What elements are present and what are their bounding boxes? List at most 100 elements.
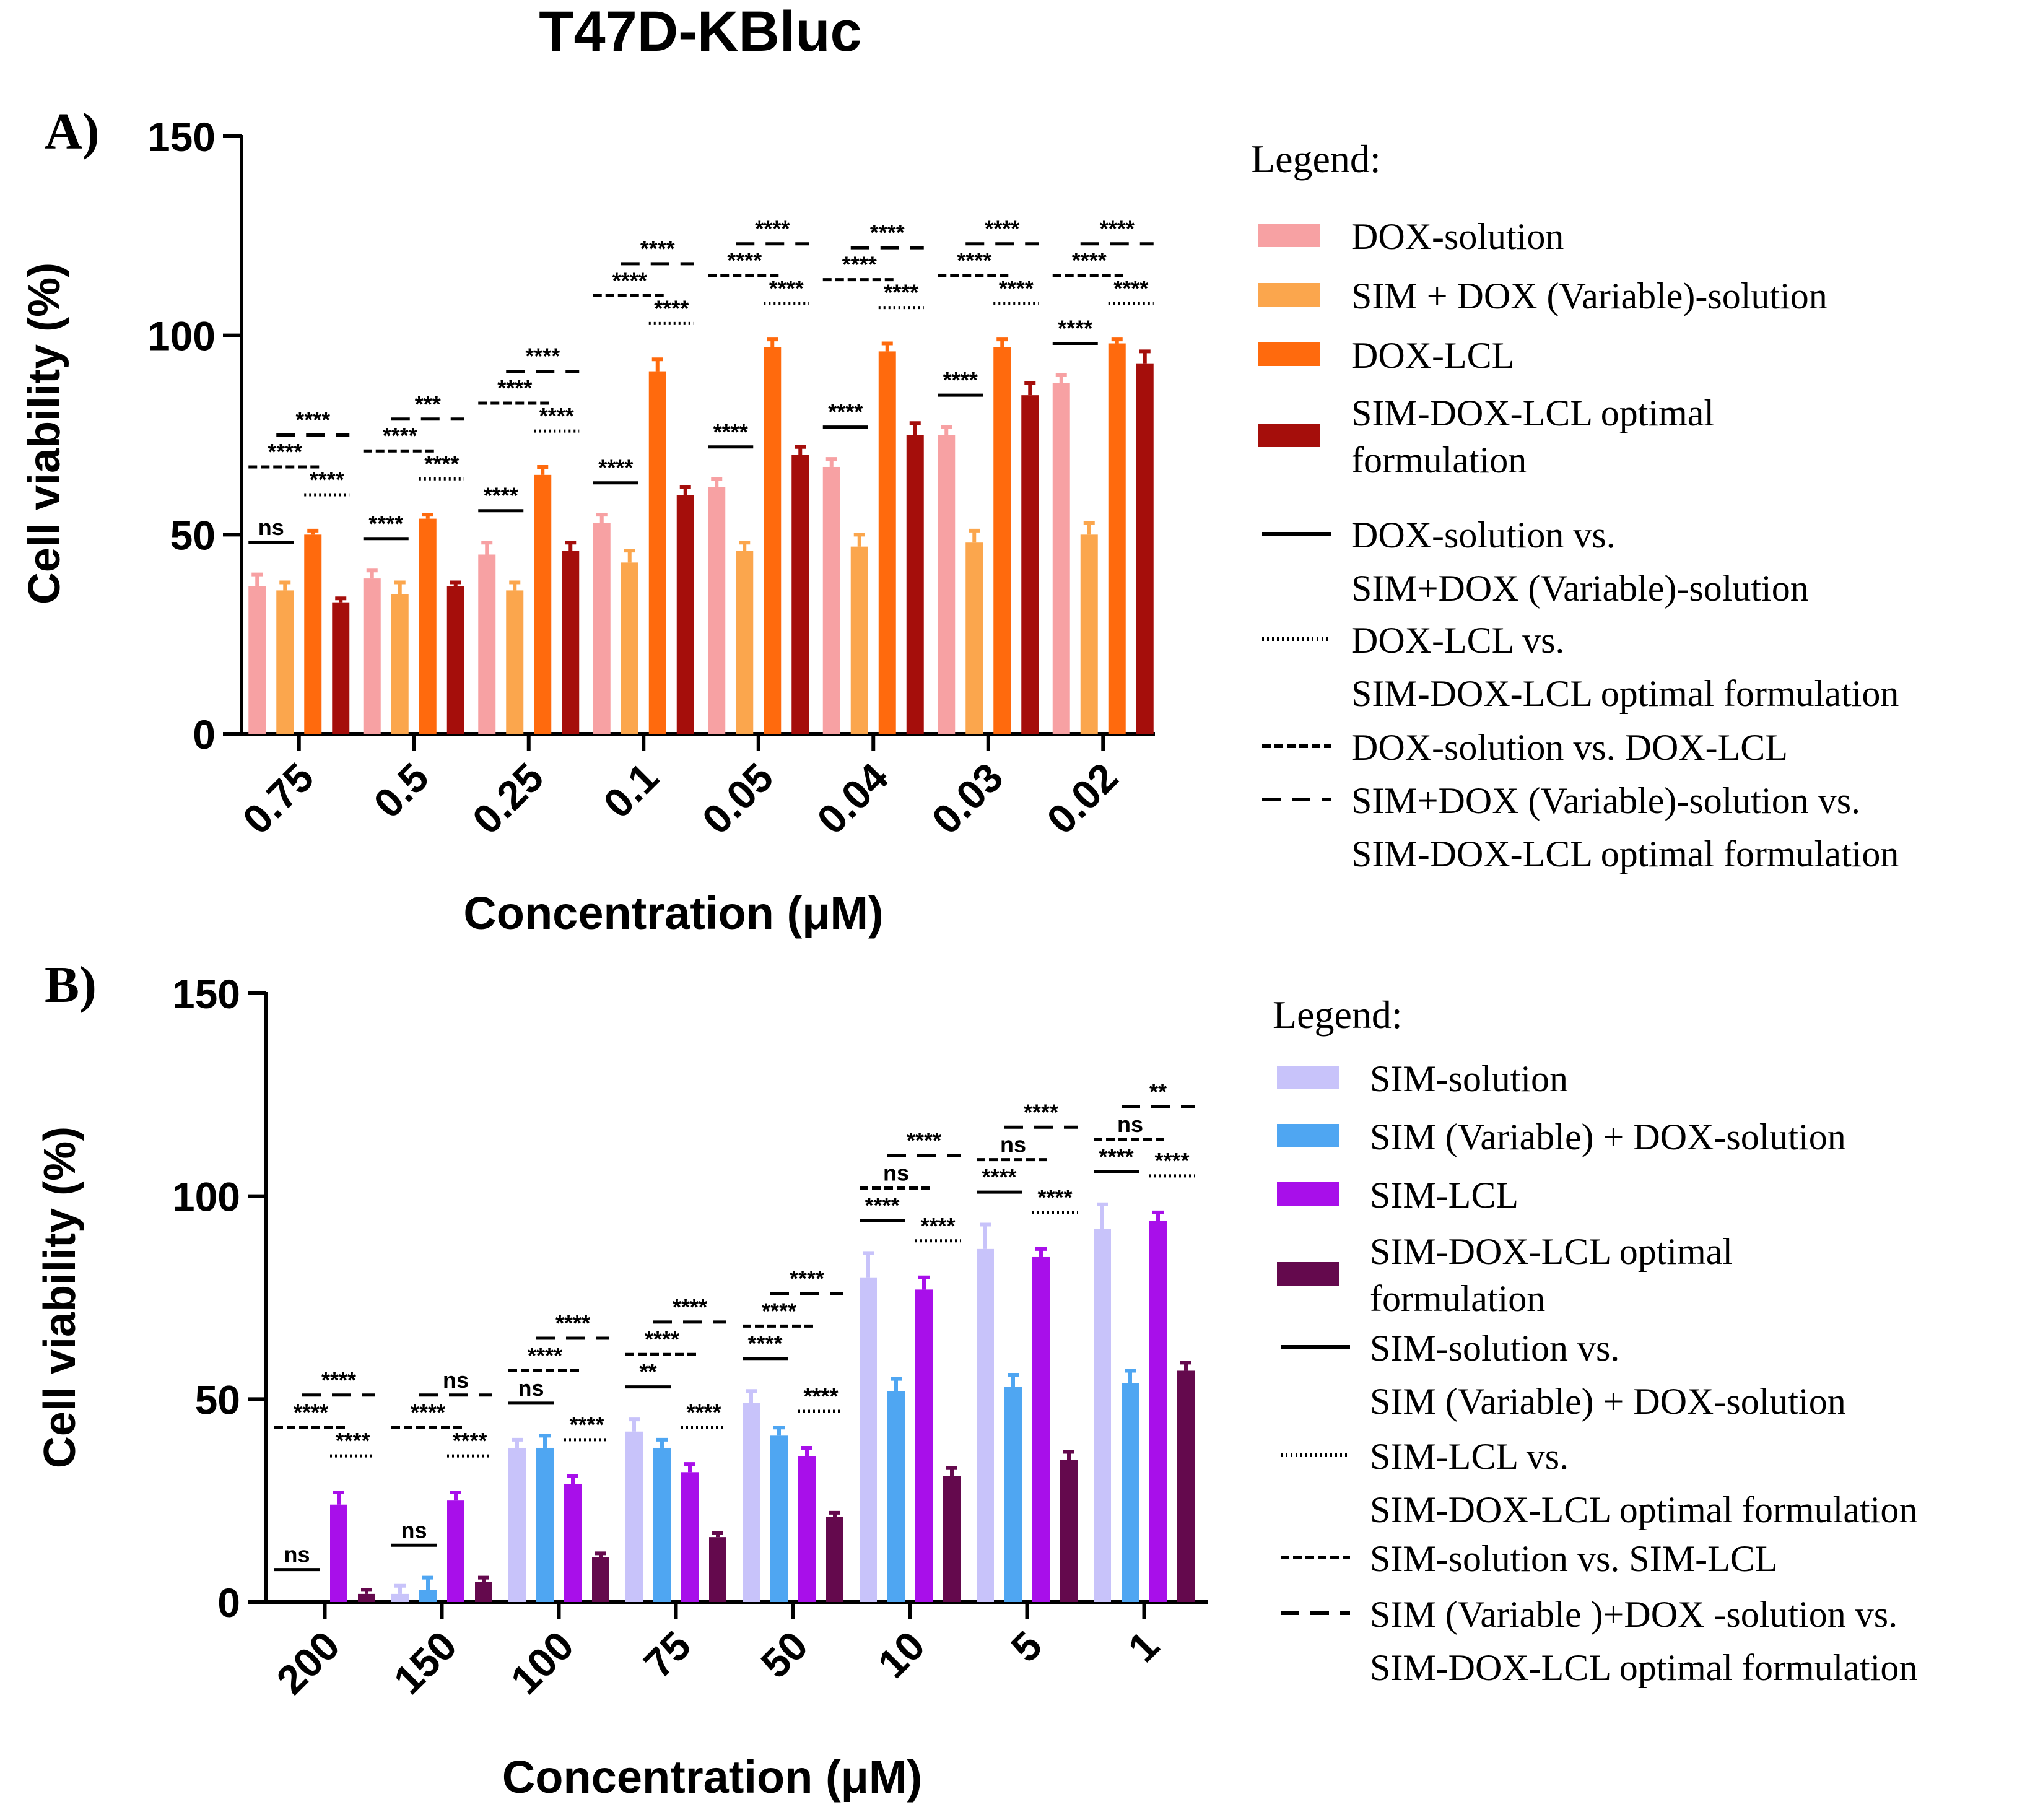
significance-label: **** bbox=[310, 467, 344, 492]
bar bbox=[993, 347, 1011, 734]
significance-label: **** bbox=[645, 1326, 679, 1352]
bar bbox=[681, 1472, 699, 1602]
bar bbox=[391, 1593, 409, 1602]
legend-label: SIM-DOX-LCL optimal bbox=[1351, 393, 1714, 433]
bar bbox=[1122, 1383, 1139, 1602]
bar bbox=[248, 586, 266, 734]
significance-label: **** bbox=[747, 1331, 782, 1356]
significance-label: **** bbox=[1099, 1144, 1133, 1169]
bar bbox=[475, 1582, 492, 1602]
bar bbox=[363, 578, 381, 734]
bar bbox=[1021, 395, 1039, 734]
x-tick-label: 0.02 bbox=[1038, 754, 1126, 843]
bar bbox=[822, 466, 840, 734]
significance-label: **** bbox=[640, 236, 675, 261]
significance-label: **** bbox=[865, 1193, 899, 1218]
significance-label: **** bbox=[755, 216, 790, 242]
significance-label: **** bbox=[762, 1298, 796, 1323]
bar bbox=[1094, 1229, 1111, 1602]
significance-label: **** bbox=[1024, 1099, 1058, 1125]
figure-title: T47D-KBluc bbox=[539, 0, 861, 63]
bar bbox=[332, 602, 350, 734]
significance-label: **** bbox=[985, 216, 1019, 242]
significance-label: **** bbox=[569, 1412, 604, 1437]
significance-label: *** bbox=[415, 391, 441, 417]
panel-label: B) bbox=[45, 956, 97, 1014]
significance-label: **** bbox=[268, 439, 302, 464]
bar bbox=[593, 523, 611, 734]
significance-label: **** bbox=[713, 419, 748, 445]
significance-label: **** bbox=[295, 407, 330, 433]
significance-label: ns bbox=[883, 1160, 909, 1186]
significance-label: **** bbox=[1058, 316, 1092, 341]
x-tick-label: 0.75 bbox=[233, 754, 322, 843]
legend-label: DOX-LCL bbox=[1351, 335, 1514, 376]
bar bbox=[330, 1504, 347, 1602]
bar bbox=[1080, 534, 1098, 734]
significance-label: **** bbox=[884, 280, 918, 305]
bar bbox=[1004, 1387, 1022, 1602]
bar bbox=[276, 590, 294, 734]
significance-label: **** bbox=[769, 276, 804, 301]
significance-label: ns bbox=[401, 1517, 427, 1543]
bar bbox=[850, 546, 868, 734]
legend-line-label: SIM-DOX-LCL optimal formulation bbox=[1351, 834, 1899, 874]
bar bbox=[621, 562, 638, 734]
significance-label: ns bbox=[518, 1375, 544, 1401]
significance-label: **** bbox=[1113, 276, 1148, 301]
bar bbox=[791, 455, 809, 734]
significance-label: **** bbox=[957, 248, 991, 273]
significance-label: **** bbox=[497, 375, 532, 401]
significance-label: ns bbox=[258, 515, 284, 540]
legend-label: SIM + DOX (Variable)-solution bbox=[1351, 276, 1827, 316]
significance-label: **** bbox=[920, 1213, 955, 1239]
bar bbox=[478, 554, 496, 734]
bar bbox=[648, 371, 666, 734]
legend-line-label: SIM-LCL vs. bbox=[1370, 1436, 1569, 1477]
bar bbox=[419, 518, 437, 734]
legend-label: SIM-solution bbox=[1370, 1058, 1568, 1099]
bar bbox=[358, 1593, 375, 1602]
bar bbox=[743, 1403, 760, 1602]
legend-label: formulation bbox=[1370, 1278, 1545, 1319]
bar bbox=[977, 1248, 994, 1602]
bar bbox=[1108, 343, 1126, 734]
significance-label: **** bbox=[383, 423, 417, 448]
significance-label: **** bbox=[484, 483, 518, 508]
y-tick-label: 50 bbox=[195, 1377, 240, 1422]
x-tick-label: 10 bbox=[869, 1622, 933, 1687]
significance-label: ns bbox=[1117, 1112, 1143, 1137]
bar bbox=[906, 435, 924, 734]
significance-label: **** bbox=[528, 1343, 562, 1368]
significance-label: **** bbox=[1037, 1185, 1072, 1210]
significance-label: **** bbox=[686, 1400, 721, 1425]
significance-label: **** bbox=[842, 252, 877, 277]
significance-label: **** bbox=[828, 399, 863, 425]
legend-line-label: SIM-DOX-LCL optimal formulation bbox=[1370, 1489, 1917, 1530]
bar bbox=[708, 487, 726, 734]
legend-title: Legend: bbox=[1273, 993, 1403, 1037]
x-tick-label: 0.5 bbox=[365, 754, 437, 827]
y-tick-label: 150 bbox=[172, 971, 240, 1017]
bar bbox=[564, 1484, 582, 1602]
bar bbox=[536, 1447, 554, 1602]
x-tick-label: 0.05 bbox=[693, 754, 782, 843]
bar bbox=[943, 1476, 961, 1602]
legend-label: SIM-LCL bbox=[1370, 1175, 1518, 1216]
legend-swatch bbox=[1258, 342, 1320, 366]
significance-label: **** bbox=[1072, 248, 1107, 273]
significance-label: **** bbox=[539, 403, 574, 429]
bar bbox=[506, 590, 524, 734]
y-axis-label: Cell viability (%) bbox=[35, 1126, 85, 1468]
y-tick-label: 0 bbox=[193, 712, 216, 757]
bar bbox=[764, 347, 782, 734]
legend-label: SIM-DOX-LCL optimal bbox=[1370, 1231, 1733, 1272]
significance-label: **** bbox=[555, 1310, 590, 1336]
bar bbox=[1177, 1370, 1195, 1602]
bar bbox=[446, 586, 464, 734]
x-tick-label: 1 bbox=[1119, 1622, 1167, 1671]
bar bbox=[860, 1277, 877, 1602]
significance-label: **** bbox=[424, 451, 459, 476]
bar bbox=[447, 1500, 464, 1602]
x-tick-label: 50 bbox=[752, 1622, 816, 1687]
